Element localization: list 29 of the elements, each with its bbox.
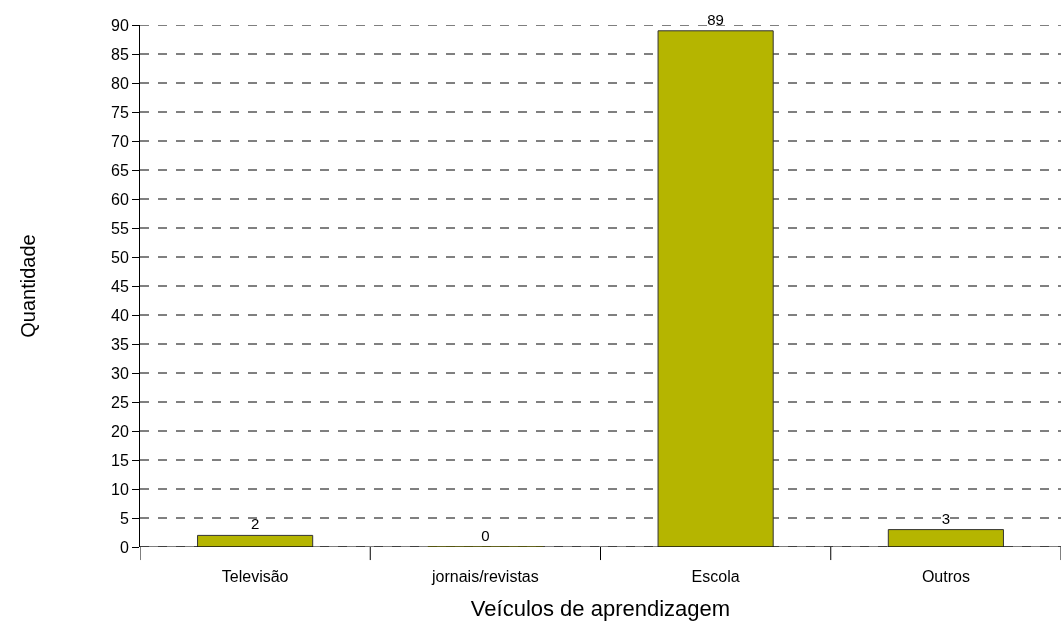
y-tick-label: 75 — [111, 103, 129, 121]
x-tick-label: Televisão — [221, 568, 289, 585]
data-label: 2 — [250, 515, 260, 533]
y-tick-label: 15 — [111, 451, 129, 469]
x-axis-title: Veículos de aprendizagem — [470, 595, 731, 621]
y-tick-label: 5 — [119, 509, 129, 527]
y-tick-label: 65 — [111, 161, 129, 179]
y-tick-label: 55 — [111, 219, 129, 237]
y-tick-label: 85 — [111, 45, 129, 63]
y-tick-label: 25 — [111, 393, 129, 411]
y-tick-label: 80 — [111, 74, 129, 92]
y-tick-label: 20 — [111, 422, 129, 440]
x-tick-label: jornais/revistas — [431, 568, 539, 585]
data-label: 89 — [707, 10, 724, 28]
y-tick-label: 40 — [111, 306, 129, 324]
data-label: 0 — [481, 527, 490, 544]
data-label: 3 — [941, 509, 951, 527]
y-tick-label: 70 — [111, 132, 129, 150]
y-tick-label: 35 — [111, 335, 129, 353]
y-tick-label: 0 — [119, 538, 129, 556]
y-tick-label: 45 — [111, 277, 129, 295]
y-tick-label: 50 — [111, 248, 129, 266]
y-tick-label: 30 — [111, 364, 129, 382]
y-tick-label: 90 — [111, 16, 129, 34]
y-tick-label: 60 — [111, 190, 129, 208]
x-tick-label: Escola — [691, 568, 740, 585]
y-tick-label: 10 — [111, 480, 129, 498]
x-tick-label: Outros — [921, 568, 970, 585]
y-axis-title: Quantidade — [16, 234, 39, 338]
